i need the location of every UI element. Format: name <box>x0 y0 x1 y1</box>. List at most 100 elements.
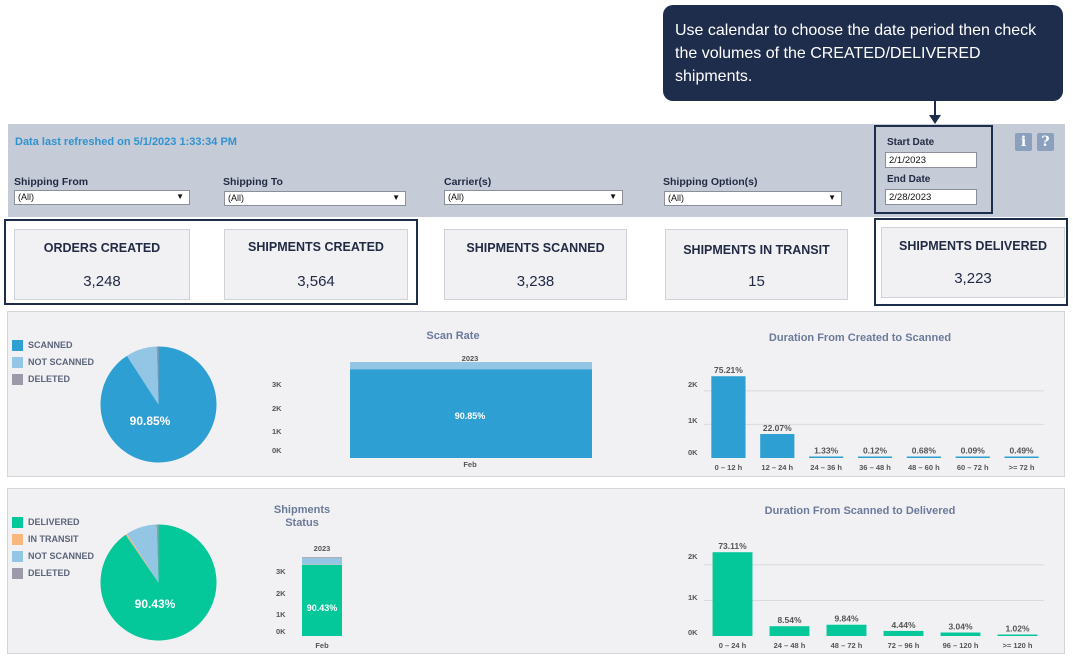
x-tick-label: 0 – 12 h <box>715 463 743 472</box>
kpi-shipments-in-transit: SHIPMENTS IN TRANSIT 15 <box>665 229 848 300</box>
scan-rate-year: 2023 <box>461 354 479 363</box>
legend-label: DELETED <box>28 374 71 384</box>
legend-deleted: DELETED <box>12 568 70 580</box>
info-icon[interactable]: i <box>1015 133 1032 151</box>
legend-label: SCANNED <box>28 340 73 350</box>
scan-rate-month: Feb <box>463 460 477 469</box>
bar-24-48-h <box>769 626 810 636</box>
data-label: 1.02% <box>1005 624 1030 634</box>
x-tick-label: 48 – 72 h <box>831 641 863 650</box>
bar-36-48-h <box>857 456 893 458</box>
chevron-down-icon: ▼ <box>828 193 836 202</box>
data-label: 0.12% <box>863 446 888 456</box>
chevron-down-icon: ▼ <box>609 192 617 201</box>
swatch-icon <box>12 551 23 563</box>
shipping-option-select[interactable]: (All) ▼ <box>664 191 842 206</box>
legend-label: NOT SCANNED <box>28 551 95 561</box>
shipping-option-value: (All) <box>668 193 684 203</box>
x-tick-label: 48 – 60 h <box>908 463 940 472</box>
scanned-to-delivered-chart: 73.11% 0 – 24 h 8.54% 24 – 48 h 9.84% 48 – 72… <box>704 541 1044 650</box>
start-date-input[interactable]: 2/1/2023 <box>885 152 977 168</box>
kpi-title: SHIPMENTS DELIVERED <box>899 239 1047 253</box>
data-label: 0.09% <box>961 446 986 456</box>
refresh-timestamp: Data last refreshed on 5/1/2023 1:33:34 … <box>15 136 237 148</box>
shipping-from-select[interactable]: (All) ▼ <box>14 190 190 205</box>
shipping-from-value: (All) <box>18 192 34 202</box>
bar-24-36-h <box>809 456 844 458</box>
status-ytick: 3K <box>276 567 286 576</box>
bar-12-24-h <box>760 434 795 458</box>
status-month: Feb <box>315 641 329 650</box>
end-date-label: End Date <box>887 174 931 185</box>
x-tick-label: 36 – 48 h <box>859 463 891 472</box>
scan-rate-chart <box>350 362 592 458</box>
chevron-down-icon: ▼ <box>176 192 184 201</box>
bar-72-h <box>1004 456 1039 458</box>
kpi-title: SHIPMENTS IN TRANSIT <box>683 243 830 257</box>
pie-slice-not-scanned <box>126 524 159 583</box>
pie-slice-deleted <box>156 346 159 405</box>
bar-segment-scanned <box>350 369 592 458</box>
status-ytick: 2K <box>276 589 286 598</box>
duration-ytick: 1K <box>688 593 698 602</box>
legend-label: IN TRANSIT <box>28 534 79 544</box>
status-bar-label: 90.43% <box>306 603 338 613</box>
shipping-to-select[interactable]: (All) ▼ <box>224 191 406 206</box>
date-range-highlight <box>874 125 993 214</box>
kpi-value: 3,248 <box>83 273 121 290</box>
status-year: 2023 <box>313 544 331 553</box>
x-tick-label: 12 – 24 h <box>761 463 793 472</box>
kpi-title: ORDERS CREATED <box>43 241 161 255</box>
created-to-scanned-title: Duration From Created to Scanned <box>768 332 952 344</box>
kpi-title: SHIPMENTS SCANNED <box>466 241 605 255</box>
bar-48-60-h <box>906 456 941 458</box>
swatch-icon <box>12 568 23 580</box>
legend-label: NOT SCANNED <box>28 357 95 367</box>
bar-96-120-h <box>940 632 981 636</box>
kpi-value: 3,238 <box>516 273 555 290</box>
status-title-line: Status <box>285 517 319 529</box>
kpi-shipments-delivered: SHIPMENTS DELIVERED 3,223 <box>881 227 1065 298</box>
pie-slice-not-scanned <box>126 346 159 405</box>
status-ytick: 1K <box>276 610 286 619</box>
status-title-line: Shipments <box>273 504 331 516</box>
bar-segment-not-scanned <box>302 558 342 565</box>
data-label: 4.44% <box>891 620 916 630</box>
data-label: 0.49% <box>1010 446 1035 456</box>
carrier-label: Carrier(s) <box>444 176 492 188</box>
shipping-option-label: Shipping Option(s) <box>663 176 758 188</box>
help-icon[interactable]: ? <box>1037 133 1054 151</box>
legend-not-scanned: NOT SCANNED <box>12 357 95 369</box>
instruction-callout: Use calendar to choose the date period t… <box>663 5 1063 101</box>
bar-48-72-h <box>826 624 867 636</box>
shipping-to-value: (All) <box>228 193 244 203</box>
scanned-to-delivered-title: Duration From Scanned to Delivered <box>764 505 956 517</box>
data-label: 8.54% <box>777 615 802 625</box>
kpi-shipments-created: SHIPMENTS CREATED 3,564 <box>224 229 408 300</box>
created-to-scanned-chart: 75.21% 0 – 12 h 22.07% 12 – 24 h 1.33% 24 – 3… <box>704 365 1044 472</box>
status-ytick: 0K <box>276 627 286 636</box>
swatch-icon <box>12 340 23 352</box>
data-label: 3.04% <box>948 622 973 632</box>
scan-pie-label: 90.85% <box>129 414 171 428</box>
kpi-value: 3,564 <box>297 273 335 290</box>
scan-rate-ytick: 1K <box>272 427 282 436</box>
end-date-input[interactable]: 2/28/2023 <box>885 189 977 205</box>
delivery-pie-label: 90.43% <box>134 597 176 611</box>
bar-segment-deleted <box>302 557 342 559</box>
shipping-to-label: Shipping To <box>223 176 283 188</box>
x-tick-label: 72 – 96 h <box>888 641 920 650</box>
x-tick-label: 0 – 24 h <box>719 641 747 650</box>
data-label: 22.07% <box>763 423 792 433</box>
kpi-orders-created: ORDERS CREATED 3,248 <box>14 229 190 300</box>
bar-60-72-h <box>955 456 990 458</box>
legend-not-scanned: NOT SCANNED <box>12 551 95 563</box>
bar-0-24-h <box>712 552 753 636</box>
x-tick-label: >= 72 h <box>1009 463 1035 472</box>
carrier-select[interactable]: (All) ▼ <box>444 190 623 205</box>
bar-72-96-h <box>883 630 924 636</box>
kpi-value: 15 <box>748 273 765 290</box>
duration-ytick: 0K <box>688 448 698 457</box>
start-date-label: Start Date <box>887 137 935 148</box>
legend-in-transit: IN TRANSIT <box>12 534 79 546</box>
